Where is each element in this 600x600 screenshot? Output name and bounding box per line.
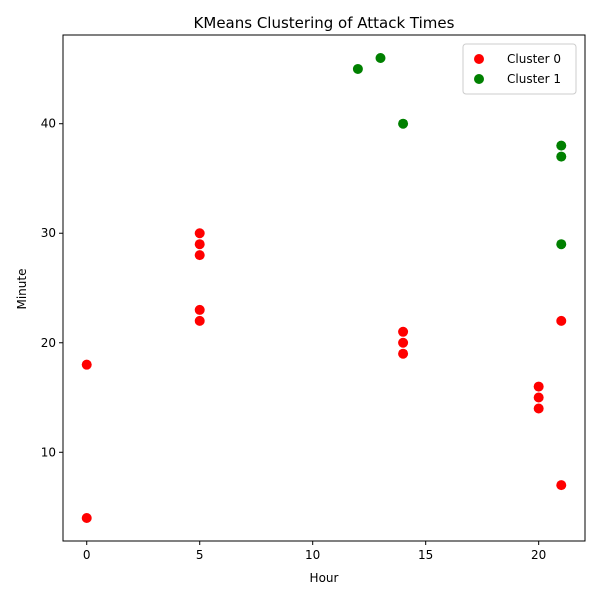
scatter-point-cluster-1-4 bbox=[556, 151, 567, 162]
legend: Cluster 0 Cluster 1 bbox=[462, 43, 577, 95]
legend-label: Cluster 0 bbox=[507, 52, 561, 66]
scatter-point-cluster-0-12 bbox=[533, 381, 544, 392]
scatter-point-cluster-0-5 bbox=[194, 239, 205, 250]
scatter-point-cluster-0-13 bbox=[556, 480, 567, 491]
scatter-point-cluster-0-9 bbox=[398, 326, 409, 337]
x-tick-label: 0 bbox=[83, 548, 91, 562]
scatter-point-cluster-0-8 bbox=[398, 337, 409, 348]
legend-marker bbox=[474, 54, 484, 64]
scatter-point-cluster-0-14 bbox=[556, 315, 567, 326]
plot-frame bbox=[62, 34, 586, 542]
scatter-point-cluster-1-2 bbox=[398, 118, 409, 129]
y-axis-label: Minute bbox=[15, 269, 29, 310]
scatter-point-cluster-1-5 bbox=[556, 140, 567, 151]
x-tick-label: 15 bbox=[418, 548, 433, 562]
y-tick-label: 30 bbox=[41, 226, 56, 240]
plot-area bbox=[81, 53, 567, 523]
scatter-point-cluster-0-4 bbox=[194, 250, 205, 261]
legend-marker bbox=[474, 74, 484, 84]
axes: 0 5 10 15 20 10 20 30 40 bbox=[41, 34, 586, 562]
scatter-point-cluster-0-10 bbox=[533, 403, 544, 414]
x-tick-label: 10 bbox=[305, 548, 320, 562]
legend-box bbox=[462, 43, 577, 95]
y-tick-label: 20 bbox=[41, 336, 56, 350]
scatter-point-cluster-1-1 bbox=[375, 53, 386, 63]
x-tick-label: 5 bbox=[196, 548, 204, 562]
chart-title: KMeans Clustering of Attack Times bbox=[194, 14, 455, 32]
scatter-point-cluster-0-7 bbox=[398, 348, 409, 359]
scatter-point-cluster-0-1 bbox=[81, 359, 92, 370]
scatter-point-cluster-0-2 bbox=[194, 315, 205, 326]
scatter-point-cluster-1-3 bbox=[556, 239, 567, 250]
y-tick-label: 10 bbox=[41, 445, 56, 459]
scatter-point-cluster-0-3 bbox=[194, 304, 205, 315]
scatter-point-cluster-1-0 bbox=[352, 63, 363, 74]
y-tick-label: 40 bbox=[41, 117, 56, 131]
x-tick-label: 20 bbox=[531, 548, 546, 562]
legend-label: Cluster 1 bbox=[507, 72, 561, 86]
x-axis-label: Hour bbox=[310, 571, 339, 585]
scatter-point-cluster-0-0 bbox=[81, 513, 92, 523]
scatter-point-cluster-0-11 bbox=[533, 392, 544, 403]
scatter-point-cluster-0-6 bbox=[194, 228, 205, 239]
